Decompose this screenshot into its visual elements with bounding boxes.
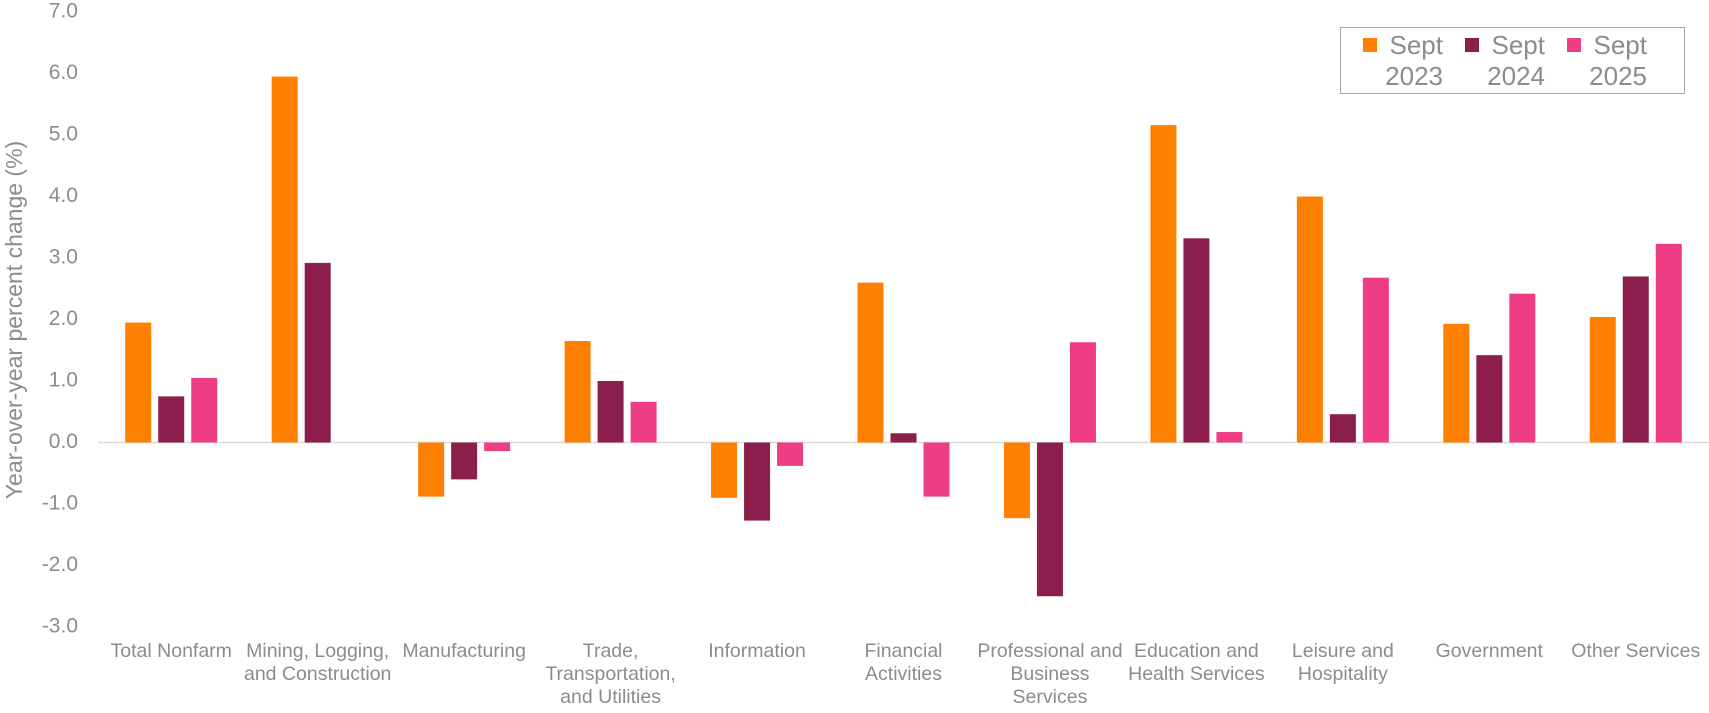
legend-swatch: [1465, 38, 1479, 52]
x-tick-label: Information: [708, 640, 806, 662]
x-tick-label: Leisure and Hospitality: [1291, 640, 1394, 685]
legend-swatch: [1567, 38, 1581, 52]
x-tick-label: Total Nonfarm: [110, 640, 232, 662]
bar: [1296, 196, 1323, 443]
bar: [451, 442, 478, 480]
y-tick-label: 2.0: [49, 307, 78, 330]
bar: [1655, 243, 1682, 443]
bar: [1509, 293, 1536, 443]
bar: [1622, 276, 1649, 443]
y-axis-label: Year-over-year percent change (%): [1, 141, 27, 499]
bar: [191, 377, 218, 443]
legend-label: Sept 2024: [1487, 30, 1545, 91]
bar: [1443, 323, 1470, 443]
y-tick-label: 1.0: [49, 369, 78, 392]
bar: [418, 442, 445, 497]
bar: [630, 401, 657, 443]
y-tick-label: 0.0: [49, 430, 78, 453]
bar: [564, 341, 591, 443]
bar: [1589, 317, 1616, 443]
y-tick-label: 4.0: [49, 184, 78, 207]
x-tick-label: Professional and Business Services: [977, 640, 1123, 708]
bar: [158, 396, 185, 443]
legend-swatch: [1363, 38, 1377, 52]
bar: [1003, 442, 1030, 519]
bar: [890, 433, 917, 443]
y-tick-label: 7.0: [49, 0, 78, 23]
bar: [923, 442, 950, 497]
y-tick-label: -2.0: [42, 553, 78, 576]
x-tick-label: Manufacturing: [402, 640, 526, 662]
bar: [125, 322, 152, 443]
x-tick-label: Trade, Transportation, and Utilities: [545, 640, 676, 708]
bar: [1036, 442, 1063, 597]
legend-label: Sept 2025: [1589, 30, 1647, 91]
bar: [857, 282, 884, 443]
bar: [711, 442, 738, 498]
x-tick-label: Government: [1435, 640, 1543, 662]
bar: [1216, 432, 1243, 443]
bar: [744, 442, 771, 521]
legend: Sept 2023 Sept 2024 Sept 2025: [1340, 27, 1685, 94]
bar: [484, 442, 511, 452]
bar: [304, 262, 331, 443]
bar: [271, 76, 298, 443]
bar: [1476, 355, 1503, 443]
bar: [1329, 414, 1356, 443]
bar: [597, 381, 624, 443]
bar: [1069, 342, 1096, 443]
bar: [1150, 125, 1177, 443]
y-tick-label: -1.0: [42, 492, 78, 515]
y-tick-label: -3.0: [42, 615, 78, 638]
y-tick-label: 3.0: [49, 246, 78, 269]
y-tick-label: 6.0: [49, 61, 78, 84]
y-tick-label: 5.0: [49, 123, 78, 146]
bar: [1362, 277, 1389, 443]
x-tick-label: Other Services: [1571, 640, 1701, 662]
bar: [1183, 238, 1210, 443]
x-tick-label: Education and Health Services: [1128, 640, 1265, 685]
legend-label: Sept 2023: [1385, 30, 1443, 91]
bar: [777, 442, 804, 466]
x-tick-label: Mining, Logging, and Construction: [243, 640, 392, 685]
x-tick-label: Financial Activities: [864, 640, 943, 685]
